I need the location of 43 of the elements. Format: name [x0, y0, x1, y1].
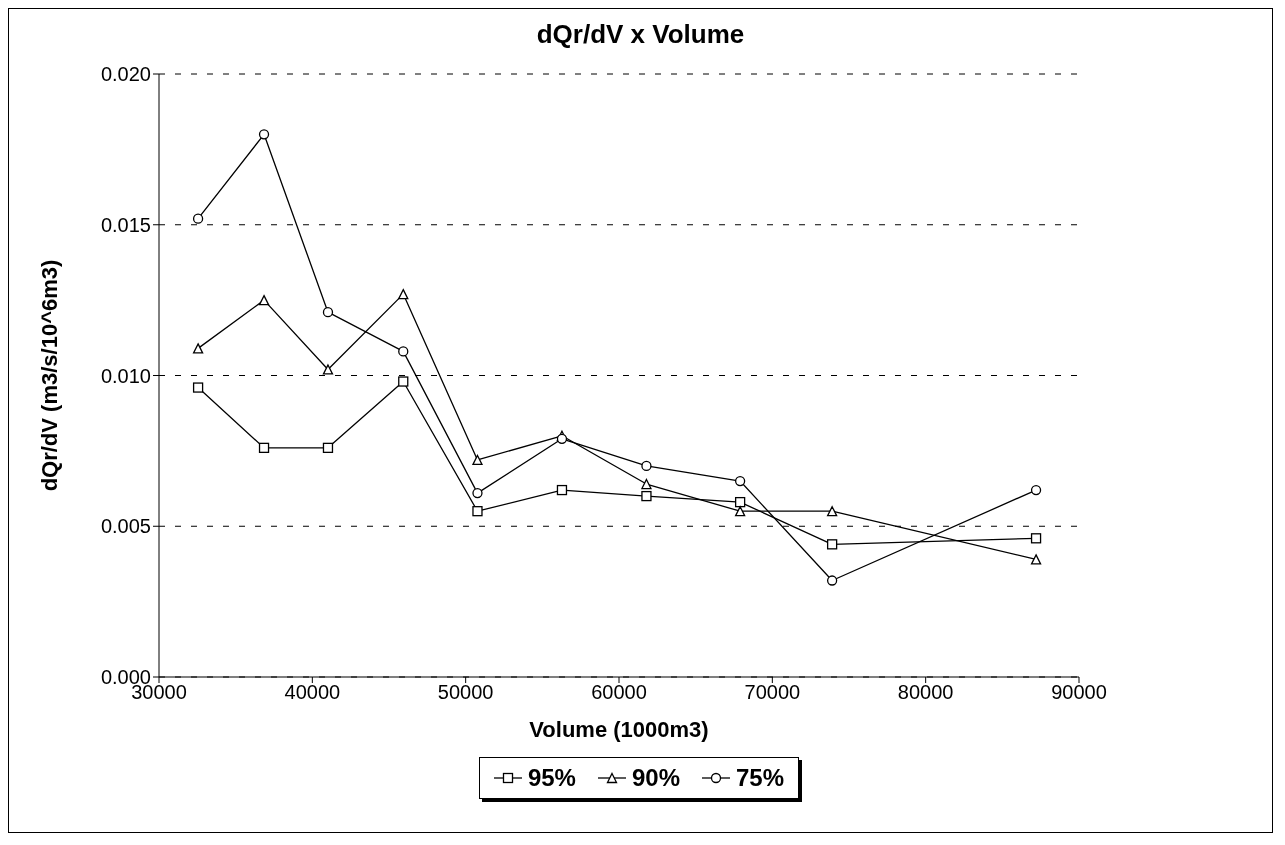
legend-label: 75%	[735, 764, 785, 792]
y-tick-label: 0.020	[100, 63, 151, 86]
point	[192, 343, 204, 354]
point	[1030, 484, 1042, 496]
point	[734, 506, 746, 517]
x-tick-label: 50000	[437, 681, 494, 704]
point	[192, 213, 204, 224]
point	[398, 288, 409, 300]
legend-label: 90%	[630, 764, 681, 792]
x-tick-label: 40000	[284, 681, 341, 704]
point	[641, 460, 652, 472]
chart-title: dQr/dV x Volume	[535, 19, 746, 51]
x-tick-label: 80000	[897, 681, 954, 704]
y-tick-label: 0.010	[100, 364, 151, 387]
point	[258, 129, 270, 140]
point	[322, 442, 334, 454]
x-axis-title: Volume (1000m3)	[529, 717, 709, 742]
point	[826, 539, 838, 550]
point	[472, 506, 483, 517]
point	[398, 376, 409, 387]
point	[641, 490, 652, 502]
y-axis-title: dQr/dV (m3/s/10^6m3)	[36, 259, 62, 492]
point	[826, 575, 838, 586]
point	[734, 496, 746, 508]
point	[826, 506, 838, 517]
point	[322, 364, 334, 375]
point	[258, 294, 270, 306]
y-tick-label: 0.015	[100, 213, 151, 236]
legend-label: 95%	[526, 764, 576, 792]
point	[472, 487, 483, 499]
point	[398, 346, 409, 357]
point	[258, 442, 270, 454]
x-tick-label: 60000	[591, 681, 647, 704]
point	[641, 478, 652, 490]
point	[556, 484, 568, 496]
x-tick-label: 70000	[744, 681, 801, 704]
point	[734, 475, 746, 487]
point	[192, 382, 204, 393]
point	[1030, 533, 1042, 544]
point	[1030, 554, 1042, 565]
x-tick-label: 90000	[1051, 681, 1107, 704]
y-tick-label: 0.005	[100, 515, 151, 538]
point	[322, 307, 334, 318]
